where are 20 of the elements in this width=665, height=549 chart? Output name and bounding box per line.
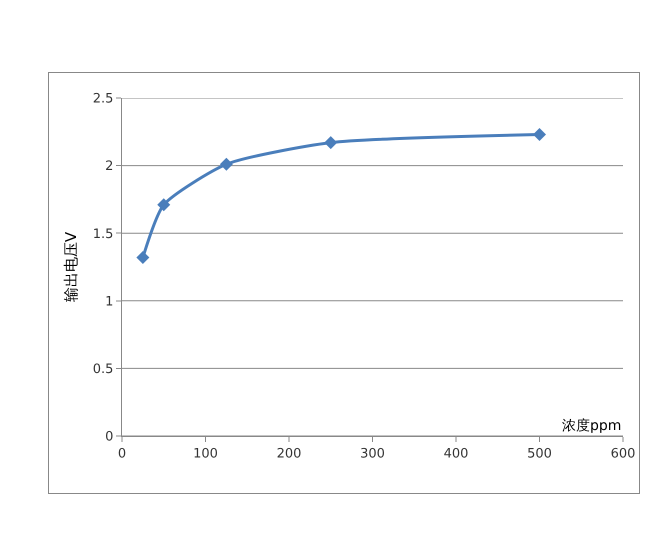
x-tick-label: 200: [276, 446, 302, 462]
x-axis-title: 浓度ppm: [562, 418, 622, 434]
x-tick-label: 300: [360, 446, 385, 462]
x-tick-label: 500: [527, 446, 552, 462]
y-tick-label: 1.5: [92, 226, 114, 242]
x-tick-label: 400: [444, 446, 468, 462]
point: [157, 198, 170, 212]
x-tick-label: 100: [193, 446, 218, 462]
y-axis-title: 输出电压V: [62, 231, 80, 302]
point: [220, 158, 233, 171]
y-tick-label: 0: [105, 430, 114, 445]
x-tick-label: 0: [118, 446, 126, 462]
y-tick-label: 2.5: [92, 92, 114, 107]
x-tick-label: 600: [610, 446, 636, 462]
y-tick-label: 1: [105, 294, 114, 310]
point: [136, 251, 150, 264]
point: [533, 128, 546, 141]
point: [324, 136, 338, 150]
y-tick-label: 2: [105, 159, 114, 174]
y-tick-label: 0.5: [92, 362, 114, 377]
